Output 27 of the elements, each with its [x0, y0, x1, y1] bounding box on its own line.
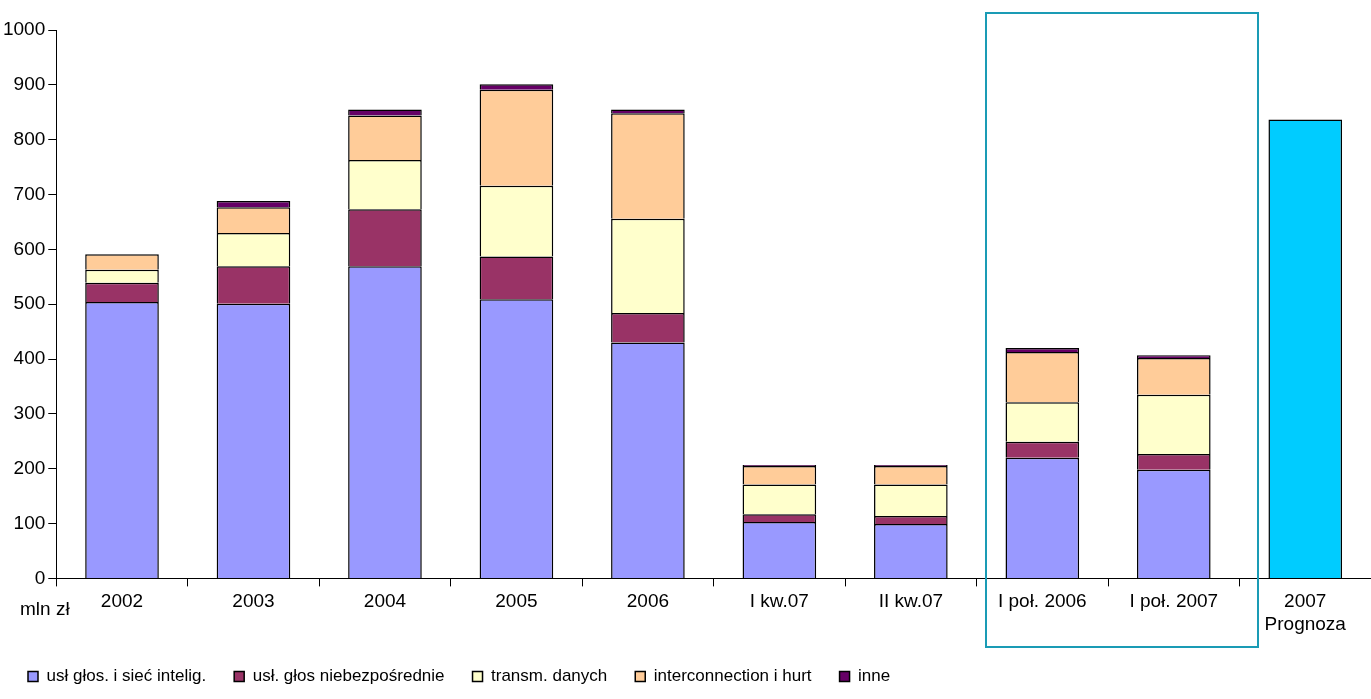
y-tick-label: 0	[34, 566, 46, 588]
x-tick-label: 2007 Prognoza	[1264, 590, 1347, 634]
legend-label: transm. danych	[491, 666, 608, 686]
x-tick-label: II kw.07	[878, 590, 944, 612]
legend-label: interconnection i hurt	[653, 666, 812, 686]
y-axis-title: mln zł	[20, 598, 70, 620]
x-tick-label: 2005	[495, 590, 538, 612]
y-tick-label: 300	[13, 402, 46, 424]
y-tick-label: 1000	[2, 18, 46, 40]
y-tick-label: 500	[13, 292, 46, 314]
x-tick-label: I poł. 2007	[1129, 590, 1219, 612]
y-tick-label: 400	[13, 347, 46, 369]
x-tick-label: I kw.07	[749, 590, 809, 612]
x-tick-label: 2003	[232, 590, 275, 612]
legend-label: usł głos. i sieć intelig.	[46, 666, 207, 686]
y-tick-label: 600	[13, 237, 46, 259]
y-tick-label: 200	[13, 456, 46, 478]
legend-label: inne	[858, 666, 891, 686]
y-tick-label: 100	[13, 511, 46, 533]
x-tick-label: 2002	[100, 590, 144, 612]
y-tick-label: 900	[13, 73, 46, 95]
y-tick-label: 700	[13, 182, 46, 204]
y-tick-label: 800	[13, 127, 46, 149]
x-tick-label: 2006	[626, 590, 670, 612]
x-tick-label: I poł. 2006	[997, 590, 1087, 612]
x-tick-label: 2004	[363, 590, 407, 612]
legend-label: usł. głos niebezpośrednie	[252, 666, 445, 686]
